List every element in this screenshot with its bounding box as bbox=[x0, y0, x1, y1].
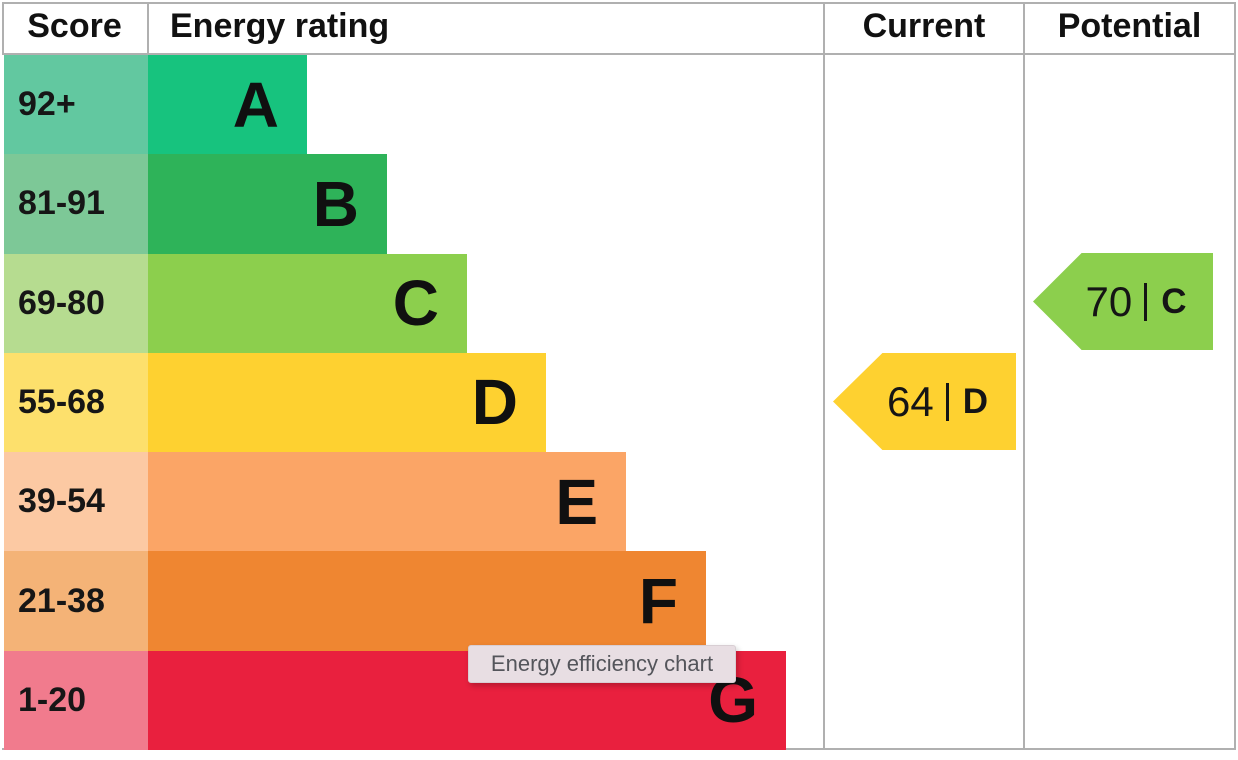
band-letter-b: B bbox=[312, 167, 359, 240]
band-bar-c[interactable]: C bbox=[148, 253, 467, 353]
band-letter-c: C bbox=[392, 267, 439, 340]
band-row-e: 39-54 E bbox=[4, 452, 824, 552]
score-header: Score bbox=[27, 7, 122, 45]
band-row-b: 81-91 B bbox=[4, 154, 824, 254]
current-rating-arrow: 64 D bbox=[833, 353, 1016, 450]
current-band-letter: D bbox=[962, 381, 988, 421]
potential-rating-arrow: 70 C bbox=[1033, 253, 1213, 350]
score-range-e: 39-54 bbox=[4, 452, 148, 552]
header-divider-line bbox=[2, 53, 1236, 55]
band-letter-f: F bbox=[638, 565, 678, 638]
band-bar-f[interactable]: F bbox=[148, 551, 706, 651]
score-range-f: 21-38 bbox=[4, 551, 148, 651]
band-bar-a[interactable]: A bbox=[148, 55, 307, 155]
potential-header: Potential bbox=[1057, 7, 1202, 45]
top-border-line bbox=[2, 2, 1236, 4]
score-column-divider bbox=[147, 2, 149, 55]
current-header: Current bbox=[862, 7, 986, 45]
tooltip: Energy efficiency chart bbox=[468, 645, 736, 683]
potential-band-letter: C bbox=[1161, 281, 1187, 321]
band-row-d: 55-68 D bbox=[4, 352, 824, 453]
band-letter-a: A bbox=[232, 68, 279, 141]
pipe-separator bbox=[1144, 282, 1148, 321]
band-row-c: 69-80 C bbox=[4, 253, 824, 353]
tooltip-text: Energy efficiency chart bbox=[490, 651, 714, 676]
current-column-divider bbox=[823, 2, 825, 750]
band-row-a: 92+ A bbox=[4, 55, 824, 155]
band-letter-e: E bbox=[555, 465, 598, 538]
pipe-separator bbox=[945, 382, 949, 421]
score-range-a: 92+ bbox=[4, 55, 148, 155]
score-range-c: 69-80 bbox=[4, 253, 148, 353]
potential-column-divider bbox=[1023, 2, 1025, 750]
band-rows: 92+ A 81-91 B 69-80 C 55-68 D 39-54 E 21… bbox=[4, 55, 824, 750]
current-score: 64 bbox=[887, 377, 934, 425]
band-bar-b[interactable]: B bbox=[148, 154, 387, 254]
header-left-border bbox=[2, 2, 4, 55]
band-bar-d[interactable]: D bbox=[148, 352, 546, 453]
score-range-d: 55-68 bbox=[4, 352, 148, 453]
band-row-f: 21-38 F bbox=[4, 551, 824, 651]
band-letter-d: D bbox=[471, 366, 518, 439]
score-range-g: 1-20 bbox=[4, 650, 148, 750]
energy-rating-header: Energy rating bbox=[170, 7, 390, 45]
potential-score: 70 bbox=[1085, 277, 1133, 325]
score-range-b: 81-91 bbox=[4, 154, 148, 254]
band-bar-e[interactable]: E bbox=[148, 452, 626, 552]
right-border bbox=[1234, 2, 1236, 750]
